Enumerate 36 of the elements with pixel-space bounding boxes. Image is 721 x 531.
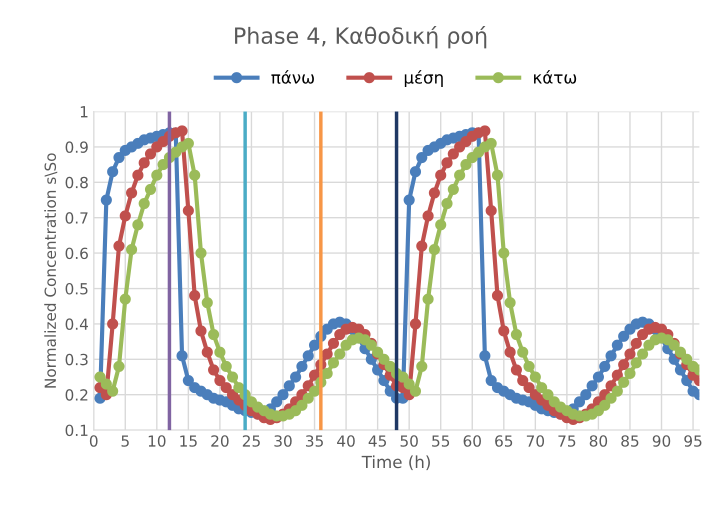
x-tick-label: 40 <box>337 435 355 447</box>
y-tick-label: 0.2 <box>66 389 88 401</box>
x-tick-label: 35 <box>306 435 323 447</box>
legend-label: κάτω <box>534 70 576 84</box>
x-tick-label: 10 <box>148 435 166 447</box>
x-tick-label: 20 <box>211 435 229 447</box>
x-axis-title: Time (h) <box>362 455 430 470</box>
x-tick-label: 60 <box>464 435 481 447</box>
x-tick-label: 85 <box>621 435 638 447</box>
y-tick-label: 0.8 <box>66 176 88 188</box>
x-tick-label: 75 <box>558 435 576 447</box>
y-axis-title: Normalized Concentration s\So <box>44 153 58 388</box>
y-tick-label: 0.1 <box>66 424 88 436</box>
x-tick-label: 70 <box>526 435 544 447</box>
y-tick-label: 0.5 <box>66 282 88 295</box>
legend-label: μέση <box>404 70 443 87</box>
y-tick-label: 0.4 <box>66 318 88 330</box>
x-tick-label: 5 <box>122 435 129 447</box>
chart-title: Phase 4, Καθοδική ροή <box>235 26 486 48</box>
x-tick-label: 90 <box>652 435 670 447</box>
y-tick-label: 0.6 <box>66 248 88 260</box>
x-tick-label: 80 <box>590 435 608 447</box>
x-tick-label: 45 <box>368 435 386 447</box>
y-tick-label: 0.7 <box>66 212 88 224</box>
x-tick-label: 50 <box>400 435 418 447</box>
x-tick-label: 30 <box>274 435 292 447</box>
x-tick-label: 55 <box>432 435 450 447</box>
y-tick-label: 1 <box>80 106 88 118</box>
x-tick-label: 0 <box>90 435 98 447</box>
y-tick-label: 0.3 <box>66 354 88 366</box>
legend-label: πάνω <box>271 70 314 84</box>
x-tick-label: 65 <box>495 435 512 447</box>
x-tick-label: 25 <box>242 435 260 447</box>
x-tick-label: 95 <box>684 435 702 447</box>
x-tick-label: 15 <box>180 435 197 447</box>
y-tick-label: 0.9 <box>66 141 88 153</box>
